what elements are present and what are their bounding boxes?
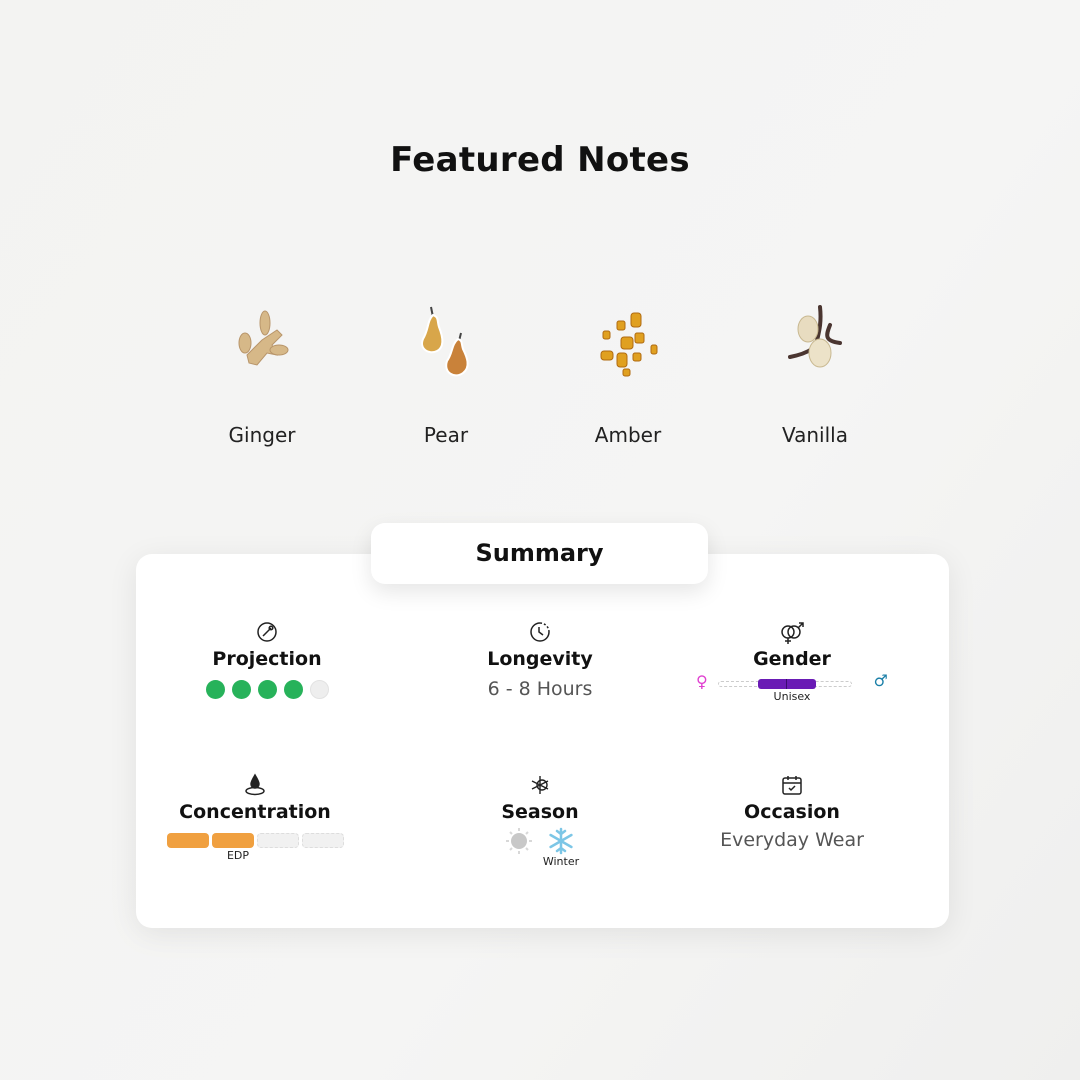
gender-cell: Gender ♀ ♂ Unisex [662, 620, 922, 703]
note-amber: Amber [548, 295, 708, 447]
concentration-scale [125, 833, 385, 848]
gender-scale: ♀ ♂ Unisex [696, 671, 888, 703]
projection-label: Projection [212, 648, 322, 670]
concentration-segment [211, 833, 254, 848]
projection-dot [309, 680, 329, 699]
longevity-value: 6 - 8 Hours [487, 678, 593, 700]
vanilla-image [788, 305, 842, 368]
season-icon [531, 776, 549, 794]
snowflake-icon [549, 827, 573, 855]
gender-icon [781, 622, 804, 644]
concentration-segment [256, 833, 299, 848]
projection-icon [257, 622, 277, 642]
projection-dot [257, 680, 277, 699]
gender-indicator [758, 679, 816, 689]
drop-icon [245, 773, 265, 796]
projection-rating [137, 680, 397, 699]
projection-dot [283, 680, 303, 699]
amber-image [600, 312, 658, 377]
season-cell: Season Winter [410, 773, 670, 868]
season-label: Season [501, 801, 579, 823]
concentration-segment [301, 833, 344, 848]
note-vanilla: Vanilla [735, 295, 895, 447]
note-label: Vanilla [782, 423, 848, 447]
projection-dot [231, 680, 251, 699]
note-label: Ginger [228, 423, 296, 447]
season-value: Winter [542, 855, 580, 868]
summary-tab: Summary [371, 523, 708, 584]
longevity-label: Longevity [487, 648, 593, 670]
occasion-value: Everyday Wear [720, 829, 864, 851]
occasion-cell: Occasion Everyday Wear [662, 773, 922, 851]
ginger-image [238, 310, 289, 366]
projection-dot [205, 680, 225, 699]
occasion-label: Occasion [744, 801, 840, 823]
gender-label: Gender [753, 648, 831, 670]
calendar-icon [782, 776, 802, 795]
note-ginger: Ginger [182, 295, 342, 447]
female-icon: ♀ [696, 672, 708, 691]
pear-image [421, 306, 469, 377]
gender-value: Unisex [773, 690, 811, 703]
note-label: Amber [594, 423, 662, 447]
concentration-label: Concentration [179, 801, 331, 823]
longevity-cell: Longevity 6 - 8 Hours [410, 620, 670, 700]
note-label: Pear [423, 423, 469, 447]
sun-icon [506, 828, 532, 854]
concentration-cell: Concentration EDP [125, 773, 385, 862]
note-pear: Pear [366, 295, 526, 447]
summary-card [136, 554, 949, 928]
clock-icon [530, 622, 550, 642]
concentration-value: EDP [226, 849, 250, 862]
projection-cell: Projection [137, 620, 397, 699]
male-icon: ♂ [873, 671, 888, 690]
page-title: Featured Notes [390, 140, 690, 180]
concentration-segment [166, 833, 209, 848]
